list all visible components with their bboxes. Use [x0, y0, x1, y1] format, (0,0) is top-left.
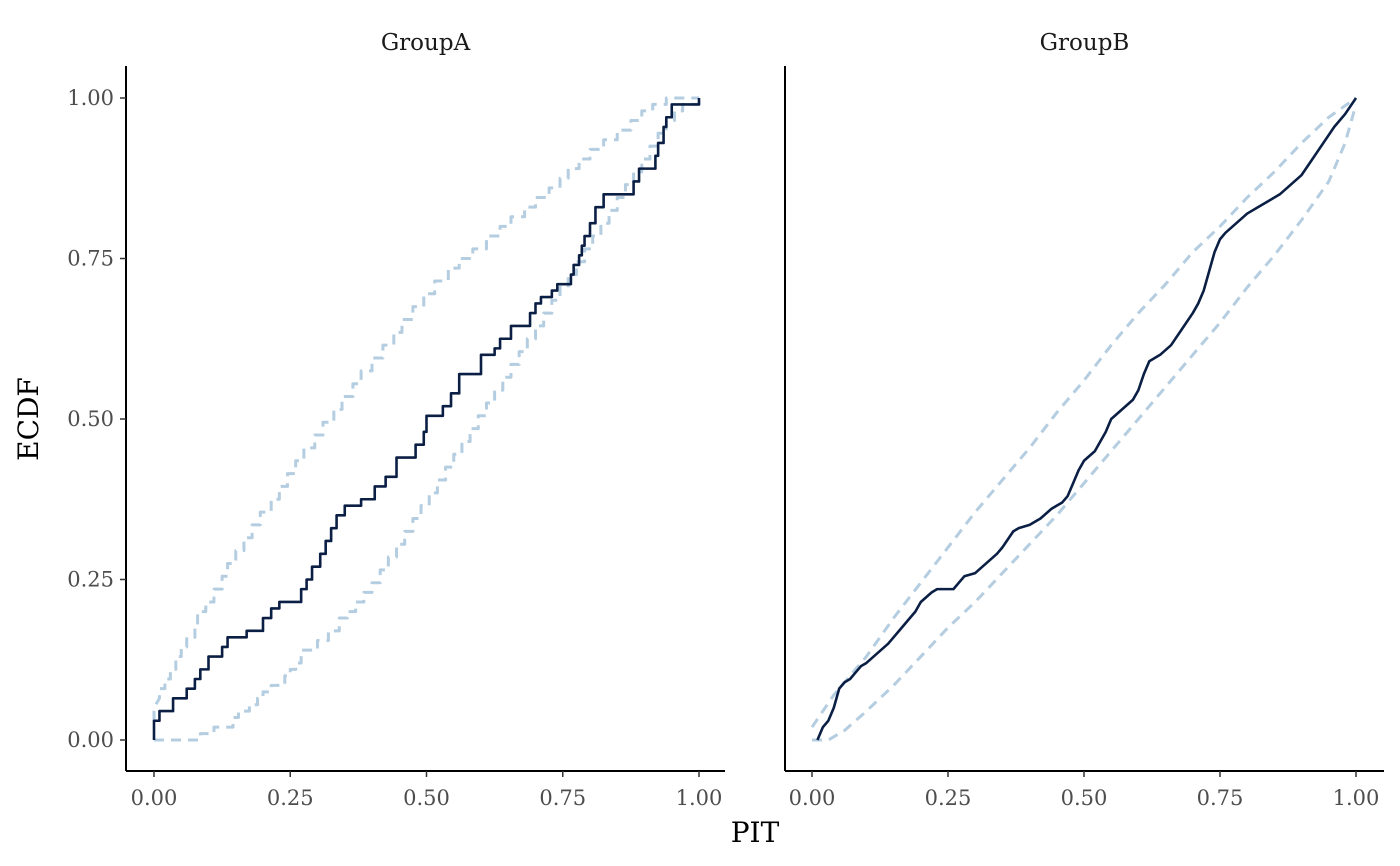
facet-panel-1: GroupB 0.00 0.25 0.50 0.75 1.00: [784, 30, 1384, 810]
facet-title: GroupA: [381, 30, 471, 56]
y-axis-title: ECDF: [12, 377, 45, 461]
x-tick-label: 1.00: [1333, 786, 1380, 810]
x-tick-label: 0.75: [539, 786, 586, 810]
x-tick-label: 1.00: [676, 786, 723, 810]
x-tick-label: 0.00: [131, 786, 178, 810]
facet-panel-0: GroupA 0.00 0.25 0.50 0.75 1.00 0.00 0.25 0.50 0.…: [67, 30, 725, 810]
y-tick-label: 1.00: [67, 86, 114, 110]
x-tick-label: 0.50: [1061, 786, 1108, 810]
x-tick-label: 0.00: [789, 786, 836, 810]
band-lower-line: [812, 104, 1358, 742]
band-upper-line: [152, 96, 699, 721]
ecdf-line: [816, 97, 1358, 741]
y-tick-label: 0.25: [67, 568, 114, 592]
band-upper-line: [810, 96, 1357, 729]
ecdf-line: [152, 98, 701, 740]
x-tick-label: 0.25: [267, 786, 314, 810]
facet-title: GroupB: [1040, 30, 1130, 56]
y-tick-label: 0.50: [67, 407, 114, 431]
y-tick-label: 0.75: [67, 247, 114, 271]
x-axis-title: PIT: [731, 816, 780, 849]
x-tick-label: 0.75: [1197, 786, 1244, 810]
y-tick-label: 0.00: [67, 728, 114, 752]
band-lower-line: [154, 98, 701, 742]
x-tick-label: 0.50: [403, 786, 450, 810]
x-tick-label: 0.25: [925, 786, 972, 810]
